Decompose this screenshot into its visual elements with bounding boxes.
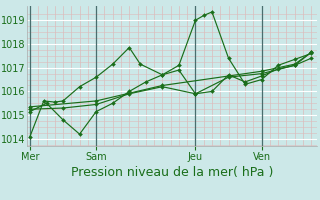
X-axis label: Pression niveau de la mer( hPa ): Pression niveau de la mer( hPa )	[71, 166, 273, 179]
